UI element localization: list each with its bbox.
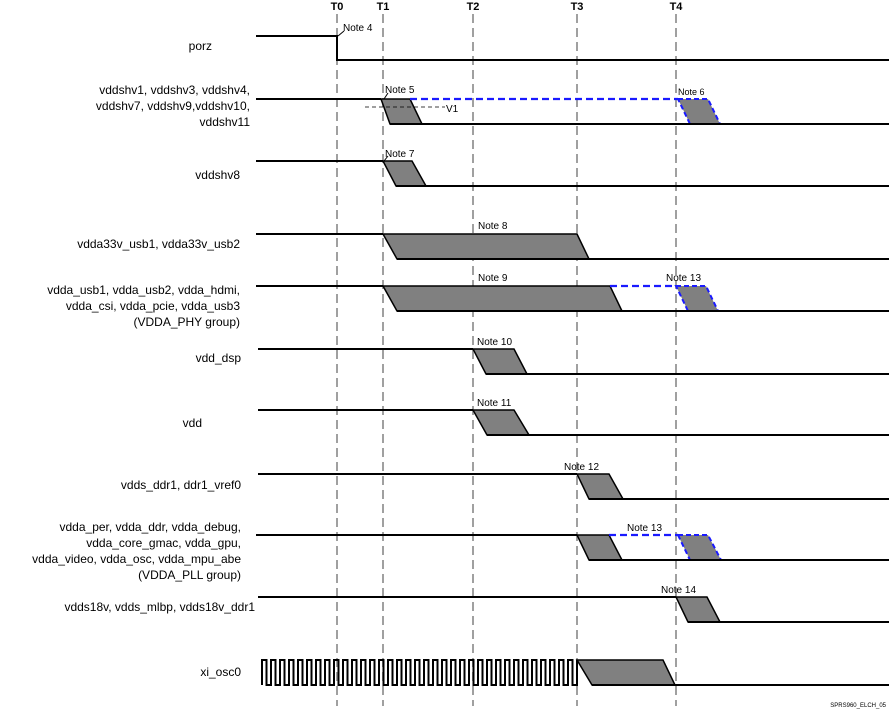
note-10: Note 10: [477, 337, 512, 348]
signal-label-vddshv-line1: vddshv1, vddshv3, vddshv4,: [99, 83, 250, 97]
time-marker-t0: T0: [331, 1, 344, 13]
signal-label-vddshv-line2: vddshv7, vddshv9,vddshv10,: [96, 99, 250, 113]
ramp-vdd-dsp: [471, 348, 529, 375]
waveform-porz: [256, 35, 889, 61]
time-markers: T0 T1 T2 T3 T4: [331, 1, 684, 13]
ramp-vddshv: [379, 98, 424, 125]
ramp-vdd: [471, 409, 531, 436]
note-leader-5: [383, 92, 389, 100]
signal-label-xi-osc0: xi_osc0: [200, 665, 241, 679]
ramp-vddshv8: [381, 160, 428, 187]
note-9: Note 9: [478, 273, 508, 284]
signal-label-vdda-phy-line3: (VDDA_PHY group): [134, 315, 241, 329]
note-12: Note 12: [564, 462, 599, 473]
signal-vdda-pll-group: vdda_per, vdda_ddr, vdda_debug, vdda_cor…: [32, 520, 889, 582]
time-gridlines: [336, 14, 677, 706]
signal-label-vdds-ddr1: vdds_ddr1, ddr1_vref0: [121, 478, 241, 492]
note-4: Note 4: [343, 23, 373, 34]
signal-vddshv8: vddshv8 Note 7: [195, 149, 889, 187]
time-marker-t2: T2: [467, 1, 480, 13]
ramp-vdds-ddr1: [575, 473, 625, 500]
signal-label-vdd-dsp: vdd_dsp: [196, 351, 242, 365]
note-11: Note 11: [477, 398, 512, 409]
note-13-phy: Note 13: [666, 273, 701, 284]
signal-label-vddshv8: vddshv8: [195, 168, 240, 182]
ramp-vddshv-blue: [676, 98, 722, 125]
note-5: Note 5: [385, 85, 415, 96]
ramp-vdda-phy-blue: [674, 285, 720, 312]
waveform-xi-osc0-clock: [261, 659, 578, 686]
signal-vdd-dsp: vdd_dsp Note 10: [196, 337, 889, 375]
signal-label-vdds18v: vdds18v, vdds_mlbp, vdds18v_ddr1: [64, 600, 255, 614]
signal-label-vdda-phy-line1: vdda_usb1, vdda_usb2, vdda_hdmi,: [47, 283, 240, 297]
time-marker-t3: T3: [571, 1, 584, 13]
signal-xi-osc0: xi_osc0: [200, 659, 889, 686]
signal-porz: porz Note 4: [189, 23, 889, 61]
signal-vdd: vdd Note 11: [183, 398, 889, 436]
note-8: Note 8: [478, 221, 508, 232]
signal-label-vdda-pll-line1: vdda_per, vdda_ddr, vdda_debug,: [60, 520, 242, 534]
signal-label-vdda-phy-line2: vdda_csi, vdda_pcie, vdda_usb3: [66, 299, 240, 313]
note-leader-4: [337, 30, 345, 37]
signal-vddshv-group: vddshv1, vddshv3, vddshv4, vddshv7, vdds…: [96, 83, 889, 129]
figure-id: SPRS960_ELCH_05: [830, 703, 886, 709]
note-6: Note 6: [678, 87, 705, 97]
signal-label-vddshv-line3: vddshv11: [200, 115, 251, 129]
signal-label-vdd: vdd: [183, 416, 202, 430]
signal-label-vdda-pll-line4: (VDDA_PLL group): [138, 568, 241, 582]
note-14: Note 14: [661, 585, 696, 596]
v1-label: V1: [446, 104, 459, 115]
ramp-vdda-pll: [575, 534, 624, 561]
signal-vdds18v: vdds18v, vdds_mlbp, vdds18v_ddr1 Note 14: [64, 585, 889, 623]
ramp-xi-osc0: [575, 659, 677, 686]
ramp-vdda33v: [381, 233, 591, 260]
ramp-vdds18v: [674, 596, 722, 623]
signal-vdda-phy-group: vdda_usb1, vdda_usb2, vdda_hdmi, vdda_cs…: [47, 273, 889, 329]
signal-label-porz: porz: [189, 39, 212, 53]
note-13-pll: Note 13: [627, 523, 662, 534]
ramp-vdda-pll-blue: [676, 534, 723, 561]
note-7: Note 7: [385, 149, 415, 160]
signal-label-vdda-pll-line2: vdda_core_gmac, vdda_gpu,: [86, 536, 241, 550]
signal-label-vdda-pll-line3: vdda_video, vdda_osc, vdda_mpu_abe: [32, 552, 241, 566]
ramp-vdda-phy: [381, 285, 624, 312]
signal-vdda33v: vdda33v_usb1, vdda33v_usb2 Note 8: [77, 221, 889, 260]
signal-label-vdda33v: vdda33v_usb1, vdda33v_usb2: [77, 237, 240, 251]
time-marker-t1: T1: [377, 1, 390, 13]
time-marker-t4: T4: [670, 1, 684, 13]
signal-vdds-ddr1: vdds_ddr1, ddr1_vref0 Note 12: [121, 462, 889, 500]
note-leader-7: [383, 155, 389, 162]
